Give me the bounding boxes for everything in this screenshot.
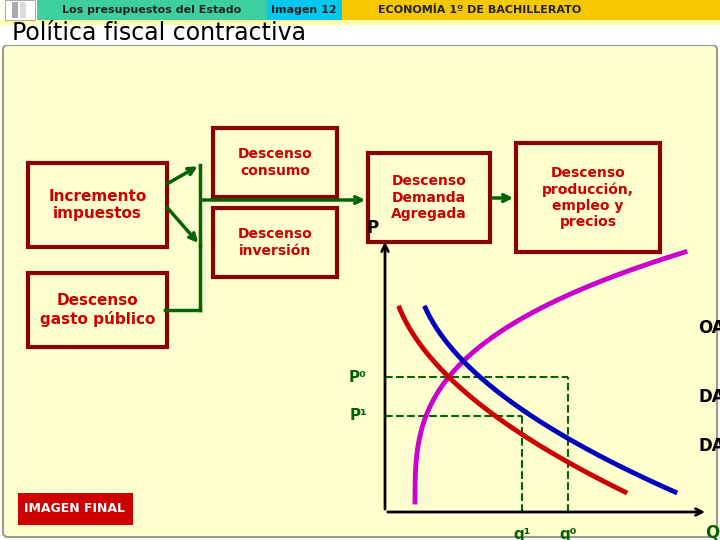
Bar [0, 20, 720, 45]
FancyBboxPatch shape [28, 163, 167, 247]
Bar [5, 0, 35, 20]
Text: Descenso
inversión: Descenso inversión [238, 227, 312, 258]
Text: IMAGEN FINAL: IMAGEN FINAL [24, 503, 125, 516]
Bar [18, 493, 133, 525]
Text: Descenso
producción,
empleo y
precios: Descenso producción, empleo y precios [542, 166, 634, 229]
Text: q¹: q¹ [513, 527, 531, 540]
FancyBboxPatch shape [213, 208, 337, 277]
Text: Incremento
impuestos: Incremento impuestos [48, 189, 147, 221]
Text: Política fiscal contractiva: Política fiscal contractiva [12, 21, 306, 45]
Text: q⁰: q⁰ [559, 527, 577, 540]
Text: Los presupuestos del Estado: Los presupuestos del Estado [63, 5, 242, 15]
Text: Q: Q [705, 524, 719, 540]
Text: DA¹: DA¹ [698, 437, 720, 455]
Text: P: P [367, 219, 379, 237]
Text: Descenso
consumo: Descenso consumo [238, 147, 312, 178]
Bar [342, 0, 720, 20]
Text: Imagen 12: Imagen 12 [271, 5, 337, 15]
Text: Descenso
gasto público: Descenso gasto público [40, 293, 156, 327]
Text: Descenso
Demanda
Agregada: Descenso Demanda Agregada [391, 174, 467, 221]
Bar [267, 0, 342, 20]
FancyBboxPatch shape [3, 45, 717, 537]
Bar [20, 2, 26, 18]
Bar [12, 2, 18, 18]
FancyBboxPatch shape [368, 153, 490, 242]
Bar [0, 20, 720, 25]
Text: P⁰: P⁰ [349, 369, 367, 384]
Text: DA⁰: DA⁰ [698, 388, 720, 406]
Text: OA: OA [698, 319, 720, 338]
FancyBboxPatch shape [213, 128, 337, 197]
Bar [37, 0, 267, 20]
Text: ECONOMÍA 1º DE BACHILLERATO: ECONOMÍA 1º DE BACHILLERATO [379, 5, 582, 15]
FancyBboxPatch shape [516, 143, 660, 252]
Text: P¹: P¹ [349, 408, 367, 423]
FancyBboxPatch shape [28, 273, 167, 347]
